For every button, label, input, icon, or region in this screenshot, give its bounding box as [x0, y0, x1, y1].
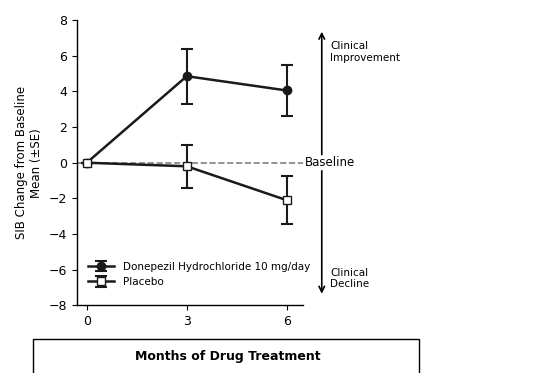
Text: Months of Drug Treatment: Months of Drug Treatment — [135, 350, 320, 363]
Y-axis label: SIB Change from Baseline
Mean (±SE): SIB Change from Baseline Mean (±SE) — [15, 86, 43, 239]
Text: Baseline: Baseline — [305, 156, 355, 169]
Text: Clinical
Decline: Clinical Decline — [330, 268, 369, 289]
Legend: Donepezil Hydrochloride 10 mg/day, Placebo: Donepezil Hydrochloride 10 mg/day, Place… — [84, 258, 314, 292]
Text: Clinical
Improvement: Clinical Improvement — [330, 41, 400, 63]
